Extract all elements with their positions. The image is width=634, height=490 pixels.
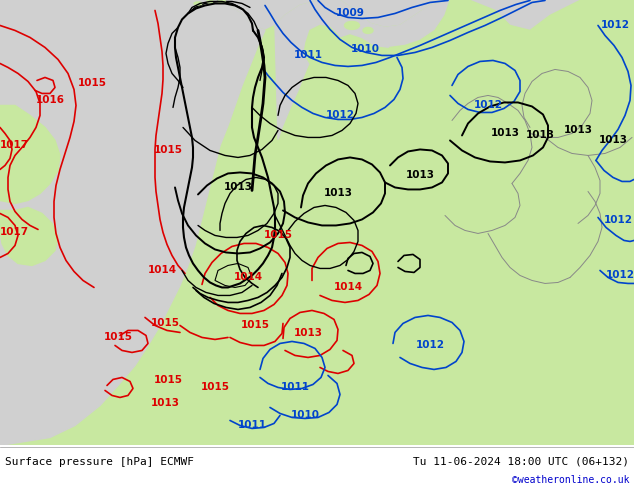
- Polygon shape: [304, 25, 342, 68]
- Text: 1015: 1015: [153, 375, 183, 386]
- Text: 1009: 1009: [335, 8, 365, 19]
- Text: 1010: 1010: [290, 411, 320, 420]
- Text: 1013: 1013: [564, 125, 593, 135]
- Polygon shape: [0, 105, 60, 203]
- Text: 1017: 1017: [0, 141, 29, 150]
- Text: 1013: 1013: [294, 328, 323, 339]
- Text: 1012: 1012: [604, 216, 633, 225]
- Text: 1012: 1012: [325, 110, 354, 121]
- Text: 1010: 1010: [351, 45, 380, 54]
- Text: 1011: 1011: [238, 420, 266, 430]
- Text: 1013: 1013: [150, 398, 179, 409]
- Text: 1013: 1013: [598, 135, 628, 146]
- Polygon shape: [0, 0, 265, 445]
- Text: 1013: 1013: [526, 130, 555, 141]
- Text: 1015: 1015: [264, 230, 292, 241]
- Ellipse shape: [207, 0, 213, 3]
- Ellipse shape: [344, 22, 359, 29]
- Polygon shape: [275, 0, 450, 140]
- Text: 1013: 1013: [406, 171, 434, 180]
- Ellipse shape: [194, 2, 202, 5]
- Polygon shape: [140, 0, 252, 270]
- Text: 1015: 1015: [103, 332, 133, 343]
- Text: 1013: 1013: [323, 189, 353, 198]
- Polygon shape: [0, 207, 58, 266]
- Ellipse shape: [363, 27, 373, 33]
- Text: 1011: 1011: [294, 50, 323, 60]
- Text: 1016: 1016: [36, 96, 65, 105]
- Text: 1015: 1015: [200, 383, 230, 392]
- Polygon shape: [385, 0, 470, 71]
- Text: 1015: 1015: [150, 318, 179, 328]
- Text: 1012: 1012: [600, 21, 630, 30]
- Text: 1012: 1012: [415, 341, 444, 350]
- Text: Surface pressure [hPa] ECMWF: Surface pressure [hPa] ECMWF: [5, 457, 194, 467]
- Text: 1013: 1013: [491, 128, 519, 139]
- Polygon shape: [0, 0, 634, 445]
- Text: 1013: 1013: [224, 182, 252, 193]
- Text: 1014: 1014: [148, 266, 176, 275]
- Text: ©weatheronline.co.uk: ©weatheronline.co.uk: [512, 475, 629, 485]
- Text: 1011: 1011: [280, 383, 309, 392]
- Text: 1014: 1014: [233, 272, 262, 282]
- Text: 1015: 1015: [153, 146, 183, 155]
- Text: 1015: 1015: [77, 78, 107, 89]
- Text: Tu 11-06-2024 18:00 UTC (06+132): Tu 11-06-2024 18:00 UTC (06+132): [413, 457, 629, 467]
- Ellipse shape: [219, 0, 226, 3]
- Text: 1017: 1017: [0, 227, 29, 238]
- Text: 1012: 1012: [474, 100, 503, 110]
- Text: 1014: 1014: [333, 282, 363, 293]
- Text: 1015: 1015: [240, 320, 269, 330]
- Polygon shape: [0, 147, 34, 188]
- Text: 1012: 1012: [605, 270, 634, 280]
